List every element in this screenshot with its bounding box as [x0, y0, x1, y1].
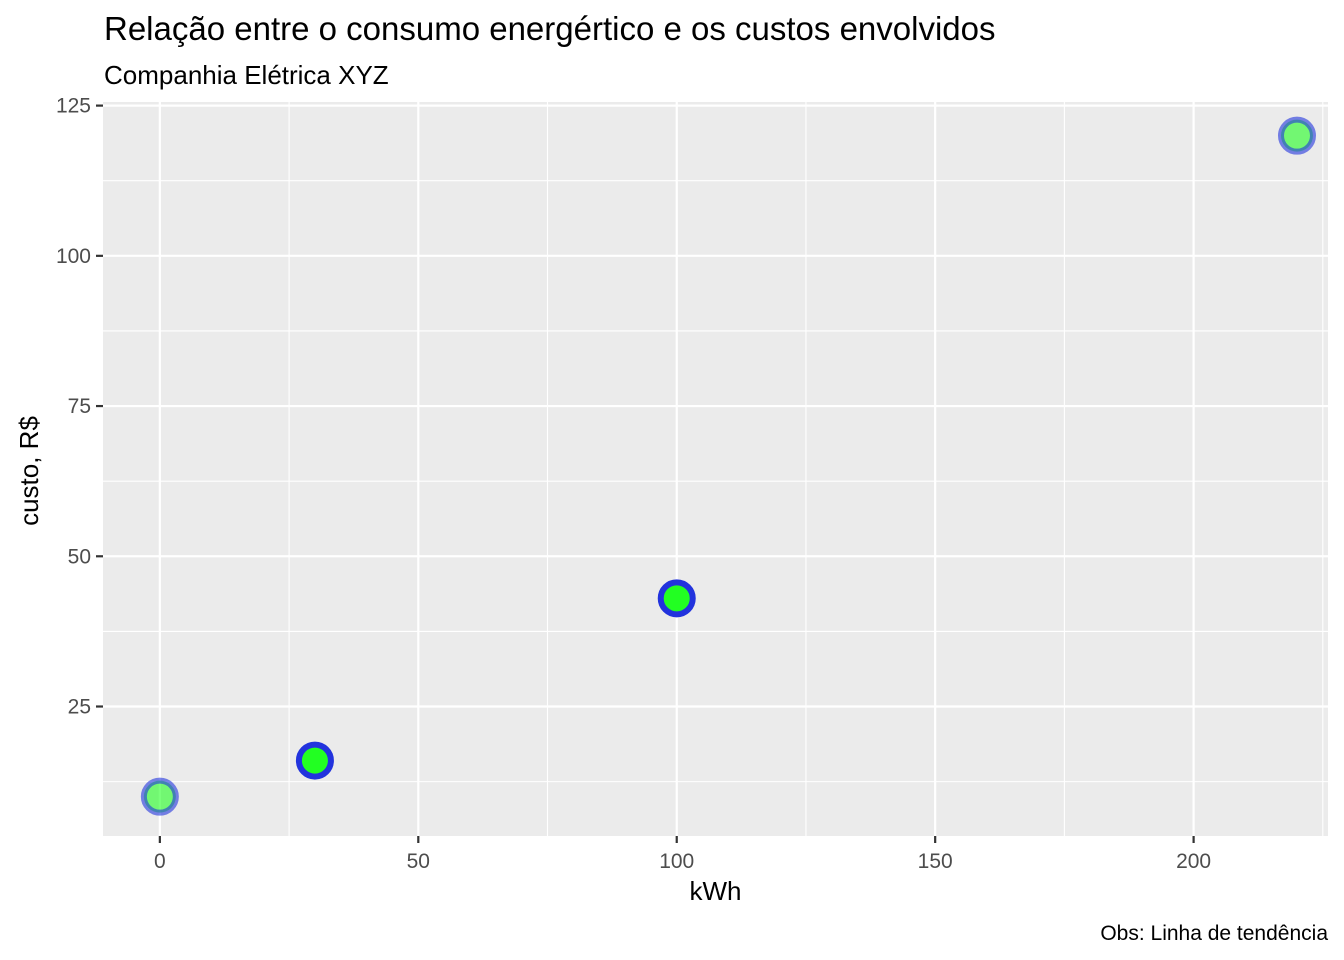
chart-subtitle: Companhia Elétrica XYZ	[104, 60, 389, 90]
y-tick-label: 125	[56, 95, 91, 118]
data-point	[657, 579, 696, 618]
x-axis-title: kWh	[690, 876, 742, 906]
x-tick-label: 200	[1176, 850, 1211, 873]
x-axis-tick-labels: 0 50 100 150 200	[154, 850, 1211, 873]
data-points	[140, 116, 1316, 816]
x-tick-label: 150	[918, 850, 953, 873]
x-tick-label: 100	[659, 850, 694, 873]
data-point	[140, 777, 179, 816]
data-point	[1277, 116, 1316, 155]
y-tick-label: 75	[68, 395, 91, 418]
major-gridlines	[103, 102, 1328, 836]
x-tick-label: 0	[154, 850, 166, 873]
axis-ticks	[96, 104, 1195, 843]
y-tick-label: 100	[56, 245, 91, 268]
y-axis-title: custo, R$	[14, 416, 44, 526]
minor-gridlines	[103, 102, 1328, 836]
data-point	[295, 741, 334, 780]
chart-title: Relação entre o consumo energértico e os…	[104, 10, 996, 47]
chart-caption: Obs: Linha de tendência	[1100, 922, 1328, 945]
plot-panel	[103, 102, 1328, 836]
x-tick-label: 50	[407, 850, 430, 873]
y-tick-label: 25	[68, 696, 91, 719]
y-tick-label: 50	[68, 545, 91, 568]
y-axis-tick-labels: 25 50 75 100 125	[56, 95, 91, 719]
